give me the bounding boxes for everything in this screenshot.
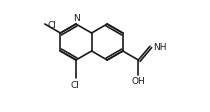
Text: OH: OH	[131, 77, 145, 86]
Text: Cl: Cl	[48, 20, 57, 29]
Text: N: N	[73, 14, 79, 23]
Text: Cl: Cl	[71, 80, 79, 89]
Text: NH: NH	[153, 42, 166, 51]
